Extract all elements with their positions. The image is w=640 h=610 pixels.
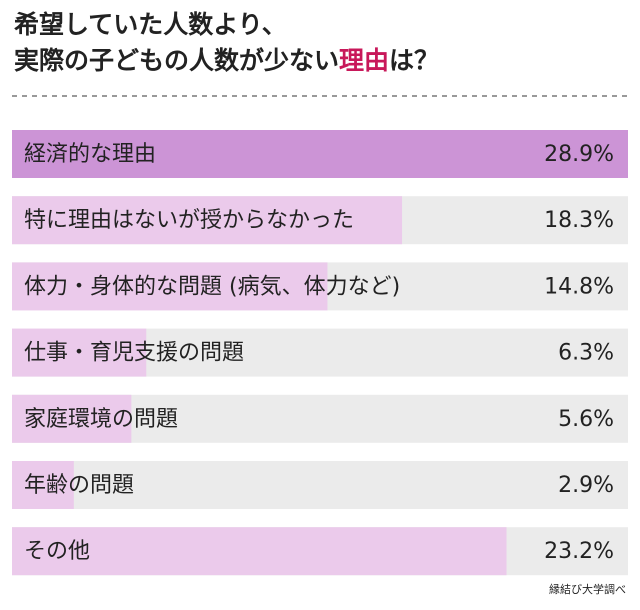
value-label: 18.3%	[544, 208, 614, 233]
category-label: 体力・身体的な問題 (病気、体力など)	[24, 274, 400, 299]
title-line: 実際の子どもの人数が少ない理由は？	[14, 46, 439, 75]
title-part: 実際の子どもの人数が少ない	[14, 46, 339, 75]
category-label: 経済的な理由	[24, 142, 156, 167]
value-label: 5.6%	[558, 407, 614, 432]
bar	[12, 394, 132, 443]
value-label: 6.3%	[558, 341, 614, 366]
bar	[12, 328, 147, 377]
value-label: 23.2%	[544, 539, 614, 564]
bar	[12, 130, 628, 178]
title-line: 希望していた人数より、	[14, 10, 287, 39]
source: 縁結び大学調べ	[549, 582, 626, 596]
value-label: 14.8%	[544, 274, 614, 299]
category-label: その他	[24, 539, 90, 564]
bar	[12, 262, 328, 311]
category-label: 特に理由はないが授からなかった	[24, 208, 354, 233]
category-label: 年齢の問題	[24, 473, 134, 498]
value-label: 28.9%	[544, 142, 614, 167]
value-label: 2.9%	[558, 473, 614, 498]
title-part: は？	[389, 46, 439, 75]
category-label: 家庭環境の問題	[24, 407, 178, 432]
category-label: 仕事・育児支援の問題	[24, 341, 244, 366]
bar	[12, 461, 74, 509]
bar	[12, 527, 507, 576]
bar-track	[12, 461, 628, 509]
title-accent: 理由	[339, 46, 389, 75]
bar	[12, 196, 403, 245]
